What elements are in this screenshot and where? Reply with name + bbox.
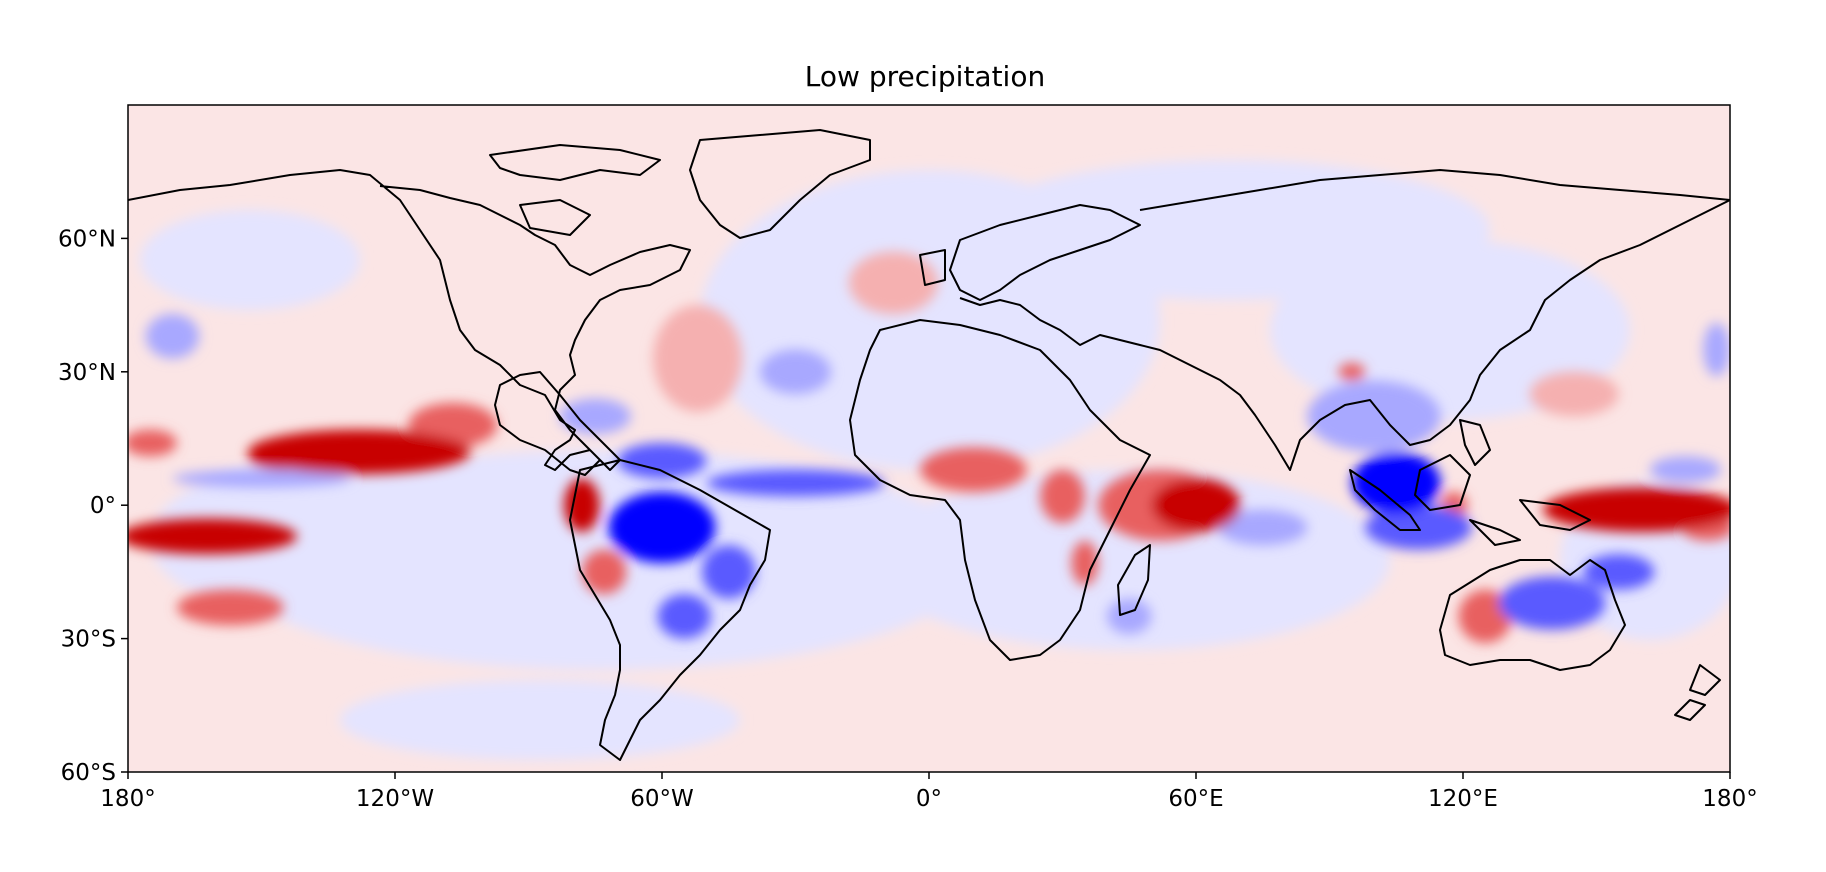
x-tick-label: 120°W: [356, 786, 434, 812]
coastline-north-america: [128, 169, 691, 476]
negative-anomaly-region: [172, 469, 351, 488]
negative-anomaly-region: [1583, 554, 1655, 590]
positive-anomaly-region: [848, 251, 938, 315]
positive-anomaly-region: [564, 478, 600, 532]
map-plot-area: [128, 105, 1730, 772]
positive-anomaly-region: [1543, 487, 1730, 532]
coastline-australia: [1439, 559, 1626, 671]
positive-anomaly-region: [1529, 371, 1619, 417]
negative-anomaly-region: [1498, 576, 1606, 630]
coastline-maritime-asia: [1349, 419, 1591, 546]
coastline-asia: [959, 169, 1730, 471]
coastline-greenland: [689, 129, 871, 239]
negative-anomaly-region: [759, 349, 832, 395]
negative-anomaly-region: [559, 398, 631, 435]
positive-anomaly-region: [653, 305, 743, 412]
x-tick-label: 0°: [916, 786, 942, 812]
y-tick-label: 60°N: [58, 226, 116, 252]
negative-anomaly-region: [1649, 456, 1722, 483]
coastline-europe: [919, 204, 1141, 301]
negative-anomaly-region: [706, 469, 885, 497]
coastline-africa: [849, 319, 1151, 661]
x-tick-label: 180°: [1702, 786, 1757, 812]
coastline-new-zealand: [1674, 664, 1721, 721]
coastline-madagascar: [1117, 544, 1151, 616]
y-tick-label: 30°N: [58, 360, 116, 386]
positive-anomaly-region: [1071, 540, 1099, 586]
light-blue-band: [140, 210, 360, 310]
negative-anomaly-region: [657, 594, 711, 639]
positive-anomaly-region: [176, 589, 284, 626]
y-tick-label: 0°: [90, 493, 116, 519]
positive-anomaly-region: [581, 549, 627, 595]
x-tick-label: 120°E: [1428, 786, 1498, 812]
x-axis: 180° 120°W 60°W 0° 60°E 120°E 180°: [100, 772, 1758, 812]
x-tick-label: 60°W: [630, 786, 694, 812]
negative-anomaly-region: [1703, 322, 1730, 377]
positive-anomaly-region: [1151, 478, 1241, 532]
positive-anomaly-region: [1338, 362, 1366, 381]
chart-title: Low precipitation: [805, 60, 1045, 93]
anomaly-regions: [128, 251, 1730, 644]
x-tick-label: 180°: [100, 786, 155, 812]
positive-anomaly-region: [248, 442, 320, 470]
negative-anomaly-region: [608, 491, 716, 564]
negative-anomaly-region: [702, 545, 756, 599]
y-tick-label: 60°S: [61, 760, 116, 786]
negative-anomaly-region: [1218, 509, 1308, 546]
negative-anomaly-region: [617, 442, 707, 479]
x-tick-label: 60°E: [1168, 786, 1223, 812]
light-blue-band: [970, 160, 1490, 300]
light-blue-band: [150, 460, 510, 620]
y-tick-label: 30°S: [61, 627, 116, 653]
positive-anomaly-region: [920, 447, 1027, 492]
positive-anomaly-region: [1040, 469, 1085, 524]
negative-anomaly-region: [1307, 380, 1441, 452]
negative-anomaly-region: [145, 313, 200, 359]
negative-anomaly-region: [1107, 598, 1152, 635]
y-axis: 60°S 30°S 0° 30°N 60°N: [58, 226, 128, 786]
light-blue-band: [340, 680, 740, 760]
coastline-arctic-islands: [489, 144, 661, 236]
coastlines: [128, 129, 1730, 761]
positive-anomaly-region: [128, 429, 177, 457]
positive-anomaly-region: [128, 518, 298, 555]
coastline-south-america: [569, 459, 771, 761]
